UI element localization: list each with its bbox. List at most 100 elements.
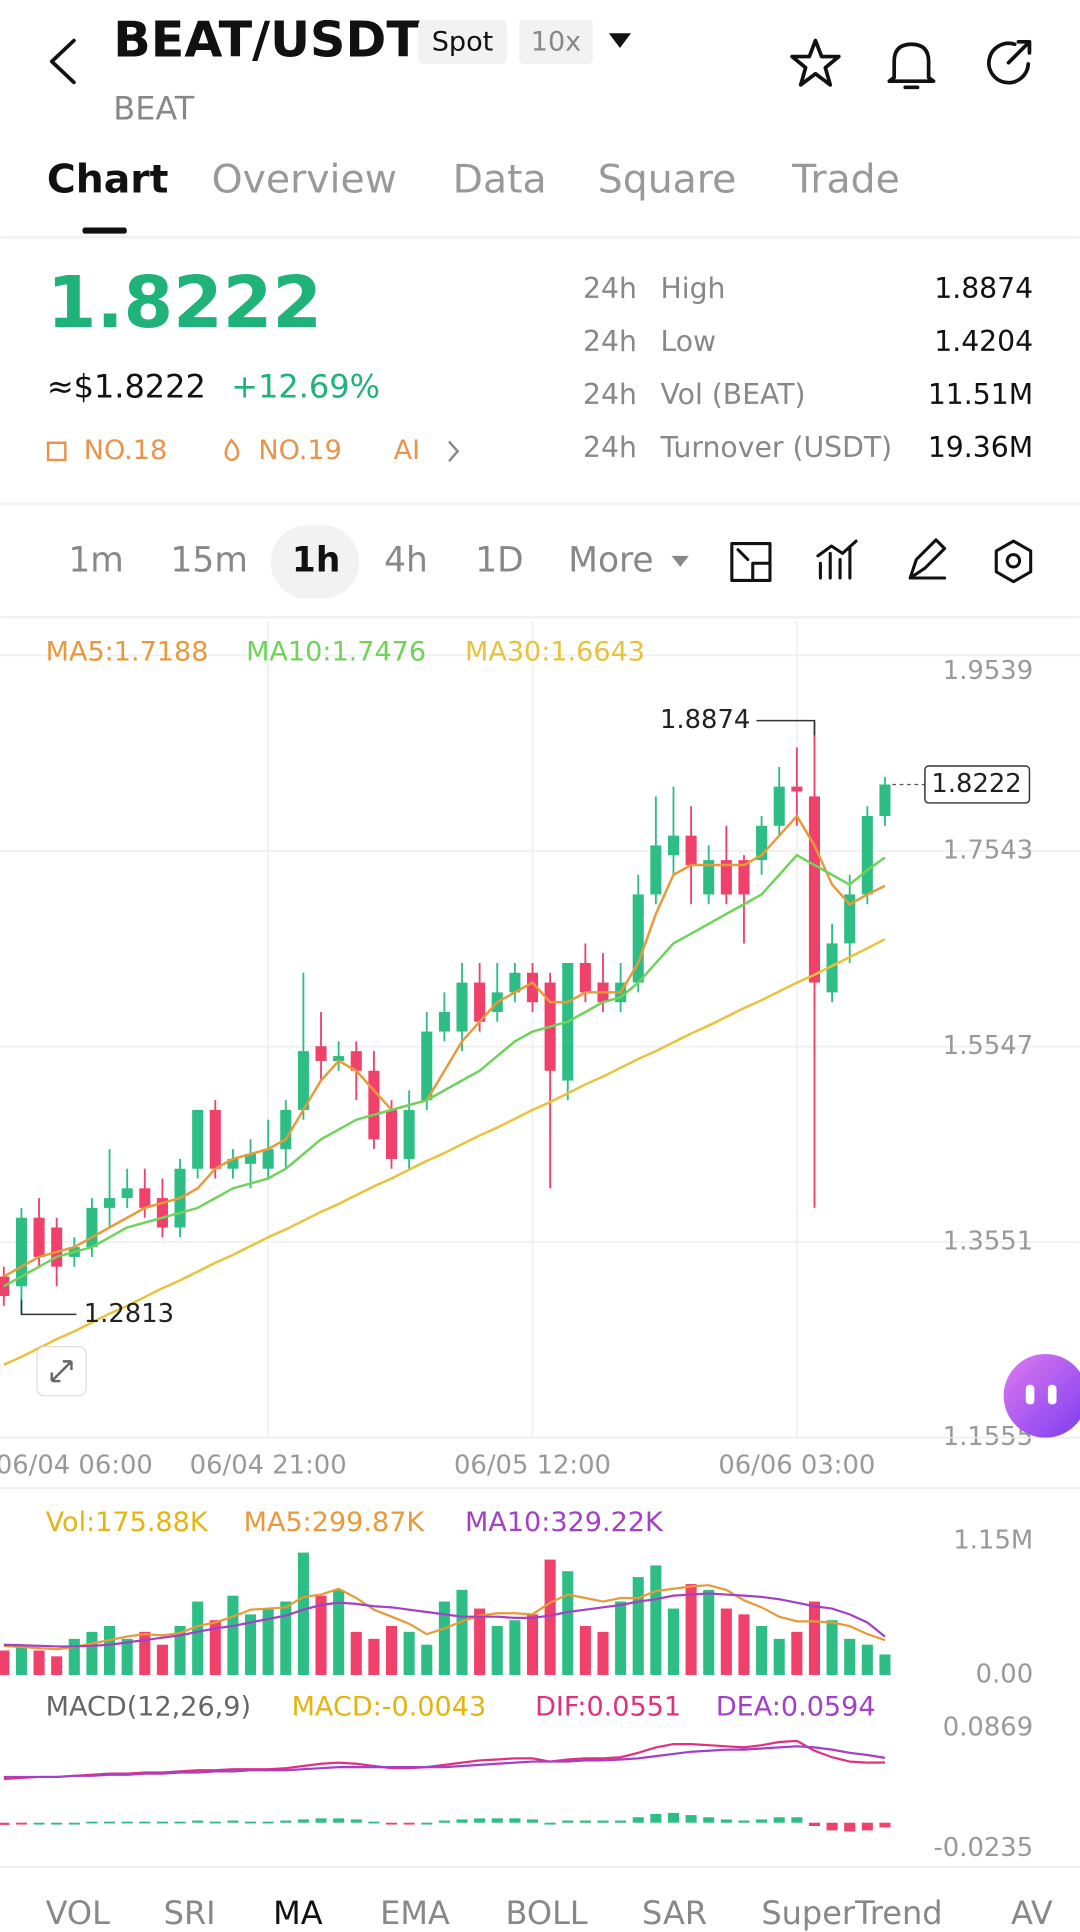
macd-bar <box>244 1821 257 1824</box>
rank-badge[interactable]: NO.18 <box>84 435 167 466</box>
macd-bar <box>738 1820 750 1823</box>
volume-bar <box>0 1650 10 1675</box>
timeframe[interactable]: 1D <box>475 541 523 581</box>
favorite-icon[interactable] <box>790 38 841 87</box>
stat-label: Low <box>661 325 717 358</box>
candle-body <box>403 1109 415 1159</box>
timeframe[interactable]: 4h <box>384 541 428 581</box>
price-change: +12.69% <box>231 368 380 406</box>
leverage-badge[interactable] <box>519 19 593 64</box>
macd-bar <box>15 1822 27 1825</box>
hot-badge[interactable]: NO.19 <box>258 435 341 466</box>
chart-area: 06/04 06:00 06/04 21:00 06/05 12:00 06/06 0… <box>0 621 1080 1863</box>
macd-bar <box>438 1820 450 1823</box>
spot-label: Spot <box>432 27 494 58</box>
candle-body <box>703 860 715 895</box>
settings-icon[interactable] <box>994 539 1033 584</box>
macd-bar <box>491 1818 503 1823</box>
timeframe[interactable]: 1m <box>68 541 123 581</box>
x-tick-label: 06/06 03:00 <box>718 1450 875 1480</box>
volume-bar <box>33 1650 45 1675</box>
y-tick-label: 1.5547 <box>943 1031 1033 1061</box>
divider <box>0 501 1080 506</box>
ai-badge[interactable]: AI <box>394 435 420 466</box>
timeframe[interactable]: 1h <box>292 541 340 581</box>
candle-body <box>297 1051 309 1110</box>
tab[interactable]: Square <box>598 157 737 203</box>
macd-bar <box>104 1821 116 1824</box>
stat-value: 11.51M <box>928 378 1033 411</box>
volume-bar <box>597 1631 609 1675</box>
legend-entry: DEA:0.0594 <box>716 1692 876 1723</box>
legend-entry: MA10:329.22K <box>465 1507 664 1538</box>
legend-entry: MA30:1.6643 <box>465 637 645 668</box>
high-label: 1.8874 <box>660 705 750 735</box>
volume-bar <box>156 1644 168 1675</box>
expand-icon <box>50 1360 73 1383</box>
macd-bar <box>791 1817 803 1823</box>
y-tick-label: 1.15M <box>953 1525 1033 1555</box>
indicator-tab[interactable]: SuperTrend <box>761 1894 942 1932</box>
macd-bar <box>720 1819 732 1823</box>
candle-body <box>51 1227 63 1267</box>
stat-period: 24h <box>583 325 637 358</box>
candle-body <box>474 982 486 1022</box>
candle-body <box>15 1217 27 1287</box>
leverage-label: 10x <box>531 27 581 58</box>
candle-body <box>438 1011 450 1032</box>
indicator-tab[interactable]: BOLL <box>506 1894 588 1932</box>
volume-bar <box>227 1595 239 1675</box>
dropdown-arrow[interactable] <box>608 33 632 48</box>
candle-body <box>385 1109 398 1159</box>
volume-bar <box>526 1614 539 1675</box>
timeframe[interactable]: More <box>568 541 653 581</box>
fullscreen-icon[interactable] <box>730 542 772 582</box>
indicator-tab[interactable]: MA <box>273 1894 323 1932</box>
macd-bar <box>227 1820 239 1823</box>
volume-bar <box>403 1631 415 1675</box>
volume-bar <box>720 1608 732 1675</box>
stat-value: 1.4204 <box>934 325 1033 358</box>
macd-bar <box>861 1822 873 1831</box>
last-price-box <box>924 765 1031 804</box>
chevron <box>448 440 460 462</box>
candle-body <box>826 943 838 993</box>
macd-bar <box>350 1819 362 1823</box>
alert-icon[interactable] <box>887 42 936 90</box>
pair-title: BEAT/USDT <box>113 11 420 69</box>
volume-bar <box>579 1626 591 1675</box>
back-button[interactable] <box>49 38 76 85</box>
assistant-button[interactable] <box>1003 1354 1080 1438</box>
stat-period: 24h <box>583 378 637 411</box>
timeframe[interactable]: 15m <box>171 541 248 581</box>
indicator-tab[interactable]: AV <box>1011 1894 1053 1932</box>
usd-price: ≈$1.8222 <box>47 368 206 406</box>
stat-period: 24h <box>583 431 637 464</box>
macd-bar <box>86 1821 98 1824</box>
macd-bar <box>509 1818 521 1823</box>
volume-bar <box>192 1601 204 1675</box>
macd-bar <box>756 1819 768 1823</box>
macd-bar <box>333 1818 345 1823</box>
macd-bar <box>68 1822 80 1825</box>
indicator-tab[interactable]: SAR <box>642 1894 707 1932</box>
timeframe-selected-bg <box>270 525 360 599</box>
candle-body <box>121 1188 133 1199</box>
y-tick-label: 0.0869 <box>943 1712 1033 1742</box>
share-icon[interactable] <box>987 39 1032 85</box>
legend-entry: MACD:-0.0043 <box>292 1692 487 1723</box>
timeframe-bar: 1m 15m 1h 4h 1D More <box>68 541 653 581</box>
indicator-tab[interactable]: SRI <box>164 1894 216 1932</box>
draw-icon[interactable] <box>908 538 947 580</box>
ma-line <box>3 938 886 1366</box>
indicator-tab[interactable]: VOL <box>46 1894 110 1932</box>
macd-bar <box>121 1821 133 1824</box>
indicator-tab[interactable]: EMA <box>380 1894 450 1932</box>
tab[interactable]: Overview <box>212 157 397 203</box>
macd-bar <box>0 1822 10 1825</box>
tab[interactable]: Trade <box>791 157 900 203</box>
indicator-icon[interactable] <box>816 539 858 580</box>
tab[interactable]: Chart <box>47 157 169 203</box>
tab[interactable]: Data <box>453 157 547 203</box>
